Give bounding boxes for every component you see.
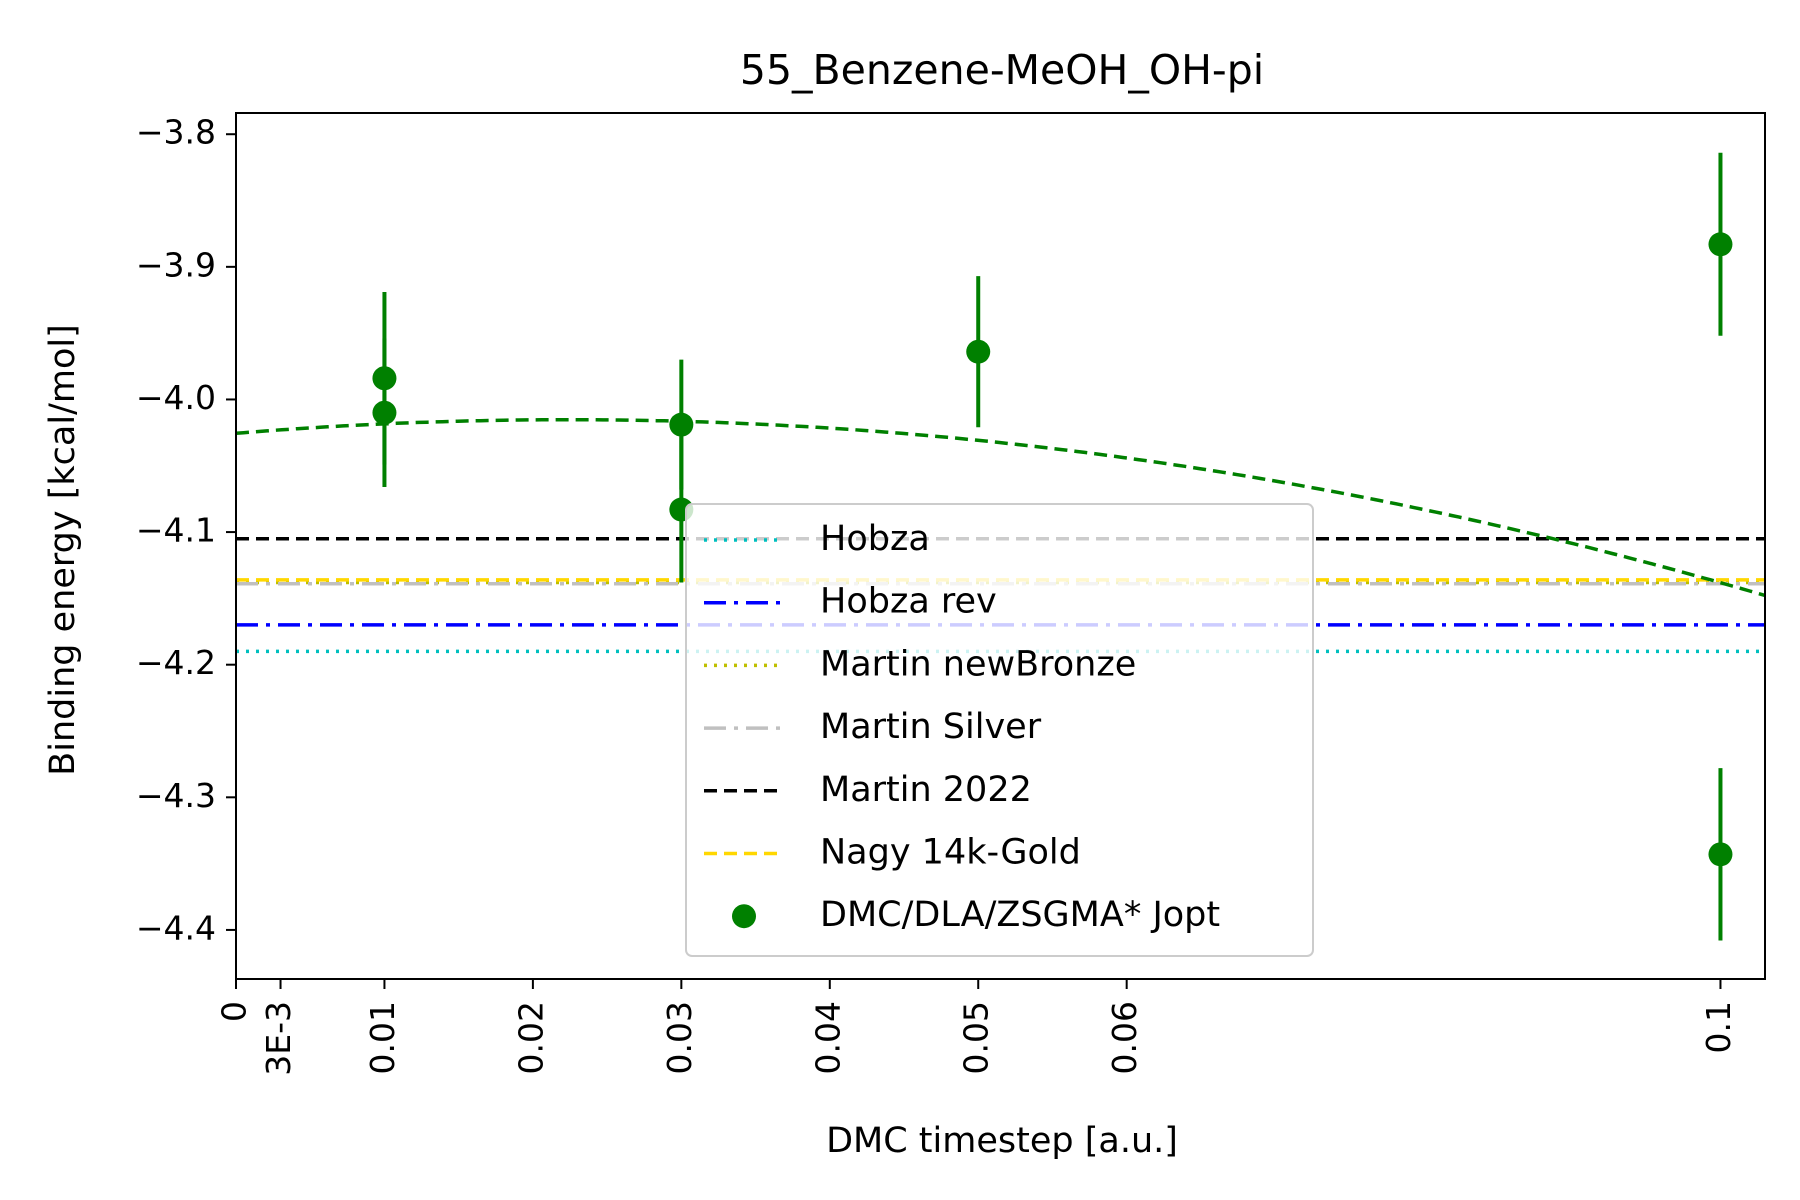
x-tick-label: 0.03 — [660, 1001, 699, 1074]
y-tick-label: −4.2 — [136, 643, 216, 682]
fit-curve — [236, 417, 1765, 598]
chart-title: 55_Benzene-MeOH_OH-pi — [740, 46, 1264, 94]
y-tick-label: −4.0 — [136, 378, 216, 417]
y-tick-label: −4.4 — [136, 908, 216, 947]
axis-ticks: 0 3E-3 0.01 0.02 0.03 0.04 0.05 0.06 0.1 −3.8 −3.9… — [136, 113, 1738, 1076]
data-point — [669, 412, 694, 437]
legend-label: Nagy 14k-Gold — [820, 833, 1081, 873]
legend-box — [685, 503, 1314, 957]
fit-curve-layer — [236, 417, 1765, 598]
y-tick-label: −4.3 — [136, 776, 216, 815]
x-tick-label: 0.02 — [511, 1001, 550, 1074]
data-point — [372, 400, 397, 425]
x-tick-label: 0.05 — [957, 1001, 996, 1074]
y-tick-label: −3.9 — [136, 245, 216, 284]
x-tick-label: 0 — [215, 1001, 254, 1022]
y-axis-label: Binding energy [kcal/mol] — [43, 324, 83, 775]
x-tick-label: 0.04 — [808, 1001, 847, 1074]
legend-label: Martin Silver — [820, 707, 1042, 747]
legend-marker — [732, 904, 756, 929]
legend-label: Martin newBronze — [820, 644, 1136, 684]
y-tick-label: −3.8 — [136, 113, 216, 152]
y-tick-label: −4.1 — [136, 511, 216, 550]
data-point — [1708, 232, 1733, 257]
legend: Hobza Hobza rev Martin newBronze Martin Sil… — [685, 503, 1314, 957]
legend-label: Martin 2022 — [820, 770, 1032, 810]
x-tick-label: 0.01 — [363, 1001, 402, 1074]
legend-label: DMC/DLA/ZSGMA* Jopt — [820, 895, 1220, 935]
legend-label: Hobza — [820, 519, 930, 559]
x-tick-label: 3E-3 — [259, 1001, 298, 1076]
data-point — [966, 339, 991, 364]
legend-label: Hobza rev — [820, 582, 997, 622]
x-tick-label: 0.06 — [1105, 1001, 1144, 1074]
x-axis-label: DMC timestep [a.u.] — [826, 1121, 1178, 1161]
x-tick-label: 0.1 — [1699, 1001, 1738, 1053]
data-point — [1708, 842, 1733, 867]
plot-frame — [235, 112, 1766, 980]
